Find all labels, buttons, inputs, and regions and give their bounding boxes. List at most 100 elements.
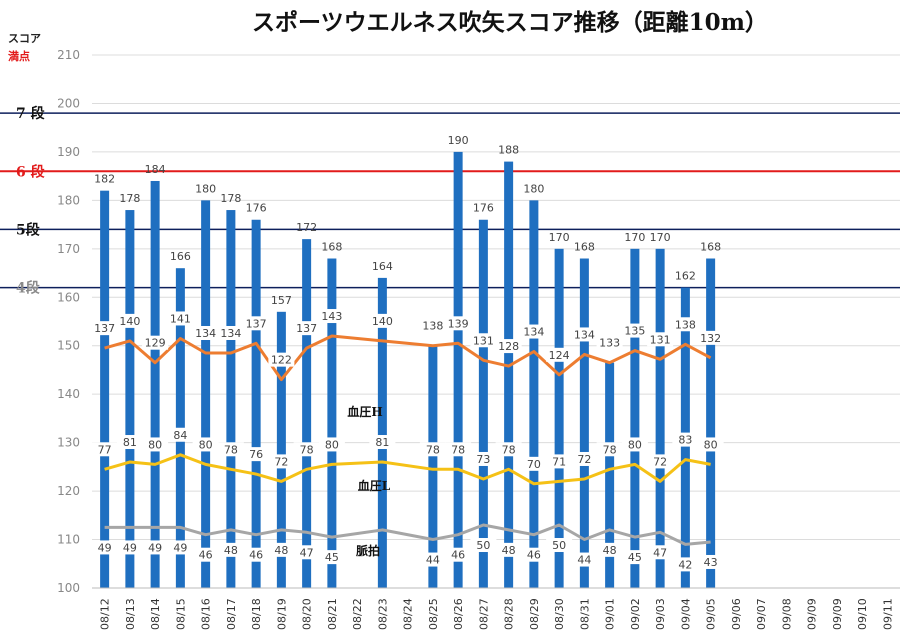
bp-low-value-label: 76 — [249, 448, 263, 461]
y-tick-label: 200 — [57, 96, 80, 110]
pulse-value-label-bg — [647, 545, 674, 560]
bp-high-value-label-bg — [697, 330, 724, 345]
bp-low-value-label-bg — [697, 437, 724, 452]
pulse-value-label-bg — [91, 540, 118, 555]
x-tick-label: 08/25 — [427, 598, 440, 630]
pulse-value-label: 50 — [476, 539, 490, 552]
series-line-bp-high — [104, 334, 712, 382]
bp-high-value-label-bg — [596, 335, 623, 350]
y-tick-label: 170 — [57, 242, 80, 256]
pulse-value-label-bg — [142, 540, 169, 555]
x-tick-label: 08/15 — [174, 598, 187, 630]
score-bar — [579, 258, 589, 588]
y-tick-label: 120 — [57, 484, 80, 498]
bp-low-value-label: 78 — [426, 443, 440, 456]
x-tick-label: 09/08 — [780, 598, 793, 630]
bp-low-value-label-bg — [419, 442, 446, 457]
pulse-value-label: 50 — [552, 539, 566, 552]
bp-low-value-label-bg — [596, 442, 623, 457]
score-bar — [655, 248, 665, 588]
pulse-value-label: 44 — [577, 554, 591, 567]
pulse-value-label-bg — [167, 540, 194, 555]
x-tick-label: 08/12 — [99, 598, 112, 630]
bp-low-value-label: 84 — [173, 429, 187, 442]
pulse-value-label-bg — [445, 547, 472, 562]
bp-low-value-label: 83 — [678, 434, 692, 447]
x-axis: 08/12 08/13 08/14 08/15 08/16 08/17 08/18 08/19… — [92, 587, 900, 630]
score-value-label: 157 — [271, 294, 292, 307]
pulse-value-label-bg — [318, 550, 345, 565]
bp-high-value-label-bg — [167, 311, 194, 326]
x-tick-label: 08/18 — [250, 598, 263, 630]
score-bar — [605, 362, 615, 588]
pulse-value-label: 47 — [653, 546, 667, 559]
pulse-value-label: 48 — [224, 544, 238, 557]
bp-low-value-label: 71 — [552, 455, 566, 468]
pulse-value-label-bg — [621, 550, 648, 565]
bp-low-value-label: 80 — [628, 438, 642, 451]
bp-high-value-label: 137 — [246, 317, 267, 330]
bp-high-value-label: 139 — [448, 317, 469, 330]
pulse-value-label-bg — [495, 542, 522, 557]
bp-low-value-label-bg — [520, 456, 547, 471]
x-tick-label: 08/26 — [452, 598, 465, 630]
bp-high-value-label: 128 — [498, 340, 519, 353]
score-value-label: 180 — [523, 182, 544, 195]
score-bar — [327, 258, 337, 588]
bp-high-value-label-bg — [647, 332, 674, 347]
pulse-value-label: 46 — [527, 549, 541, 562]
pulse-value-label: 49 — [148, 541, 162, 554]
x-tick-label: 08/21 — [326, 598, 339, 630]
pulse-value-label: 46 — [451, 549, 465, 562]
bp-low-value-label: 81 — [375, 436, 389, 449]
bp-high-value-label-bg — [142, 335, 169, 350]
score-bar — [302, 239, 312, 589]
pulse-value-label-bg — [571, 552, 598, 567]
bp-low-value-label: 78 — [502, 443, 516, 456]
bp-high-value-label-bg — [672, 317, 699, 332]
bp-high-value-label-bg — [546, 347, 573, 362]
pulse-value-label-bg — [546, 538, 573, 553]
y-tick-label: 210 — [57, 48, 80, 62]
y-axis-label: スコア — [8, 32, 41, 45]
bp-high-value-label-bg — [369, 313, 396, 328]
bp-low-value-label-bg — [167, 427, 194, 442]
pulse-value-label-bg — [520, 547, 547, 562]
x-tick-label: 09/02 — [629, 598, 642, 630]
bp-high-value-label-bg — [91, 321, 118, 336]
series-lines — [104, 334, 712, 546]
bp-high-value-label: 134 — [220, 327, 241, 340]
x-tick-label: 08/19 — [275, 598, 288, 630]
x-tick-label: 08/22 — [351, 598, 364, 630]
bp-high-value-label: 132 — [700, 332, 721, 345]
bp-low-value-label: 77 — [98, 443, 112, 456]
x-tick-label: 09/07 — [755, 598, 768, 630]
score-value-label: 168 — [574, 241, 595, 254]
rank-label: 4段 — [16, 280, 40, 297]
rank-label: 7 段 — [16, 105, 45, 122]
pulse-value-label: 45 — [325, 551, 339, 564]
bp-low-value-label-bg — [470, 451, 497, 466]
x-tick-label: 09/09 — [806, 598, 819, 630]
score-bar — [529, 200, 539, 588]
bp-high-value-label-bg — [495, 339, 522, 354]
bp-low-value-label: 78 — [603, 443, 617, 456]
x-tick-label: 09/03 — [654, 598, 667, 630]
score-bar — [554, 248, 564, 588]
bp-low-value-label: 73 — [476, 453, 490, 466]
bp-low-value-label-bg — [116, 435, 143, 450]
pulse-value-label: 48 — [274, 544, 288, 557]
pulse-value-label-bg — [697, 554, 724, 569]
bp-high-value-label-bg — [192, 325, 219, 340]
pulse-value-label-bg — [293, 545, 320, 560]
bp-high-value-label: 129 — [145, 337, 166, 350]
bp-high-value-label-bg — [318, 309, 345, 324]
score-bar — [478, 219, 488, 588]
score-value-label: 172 — [296, 221, 317, 234]
data-labels: 182 178 184 166 180 178 176 157 172 168 164 190 176 1… — [91, 134, 724, 572]
x-tick-label: 08/13 — [124, 598, 137, 630]
bp-high-value-label-bg — [419, 318, 446, 333]
score-value-label: 164 — [372, 260, 393, 273]
pulse-value-label-bg — [596, 542, 623, 557]
